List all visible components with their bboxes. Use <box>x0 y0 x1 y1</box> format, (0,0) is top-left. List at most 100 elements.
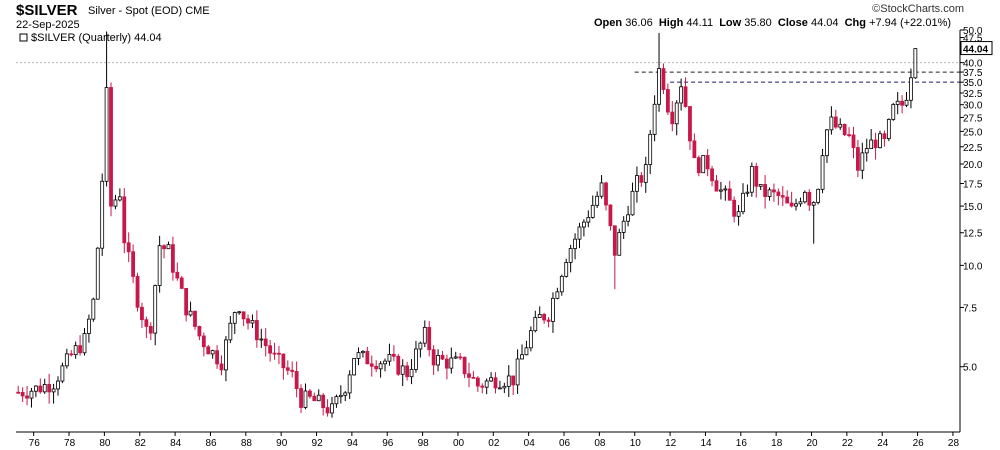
candle-body <box>38 385 43 393</box>
candle <box>498 380 502 390</box>
candle-body <box>754 165 759 187</box>
candle-body <box>546 319 551 322</box>
candle <box>467 362 471 388</box>
candle-body <box>471 376 476 379</box>
candle-body <box>683 86 688 107</box>
candle <box>564 258 569 278</box>
candle-body <box>851 134 856 148</box>
candle-body <box>325 407 330 414</box>
candle-body <box>334 396 339 405</box>
candle <box>710 165 714 187</box>
candle-body <box>440 354 445 360</box>
candle <box>246 314 250 330</box>
candle-body <box>131 251 136 277</box>
candle <box>436 349 440 372</box>
candle <box>272 342 277 360</box>
candle-body <box>520 354 524 360</box>
candle-body <box>780 195 785 198</box>
y-tick-label: 40.0 <box>963 59 983 70</box>
candle-body <box>153 285 158 334</box>
candle-body <box>674 102 679 125</box>
candle <box>60 362 65 384</box>
candle <box>489 372 493 383</box>
x-tick-label: 82 <box>135 438 147 449</box>
exchange-text: CME <box>185 5 210 17</box>
candle-body <box>299 388 303 408</box>
candle-body <box>453 356 458 359</box>
candle-body <box>294 371 299 389</box>
candle <box>705 149 710 177</box>
candle <box>882 130 887 147</box>
candle-body <box>873 139 878 149</box>
candle <box>47 373 52 404</box>
candle-body <box>648 133 653 165</box>
candle-body <box>281 353 286 369</box>
candle <box>281 353 286 380</box>
candle-body <box>869 139 874 150</box>
candle <box>383 358 387 372</box>
candle-body <box>882 133 887 140</box>
candle-body <box>206 346 211 355</box>
x-tick-label: 94 <box>347 438 359 449</box>
candle-body <box>542 313 547 321</box>
candle <box>338 385 343 404</box>
candle <box>193 310 197 330</box>
candle <box>396 353 401 376</box>
candle <box>307 389 312 399</box>
candle <box>131 244 136 284</box>
close-value: 44.04 <box>810 17 839 29</box>
candle <box>794 198 798 211</box>
candle <box>851 126 856 159</box>
candle-body <box>201 335 206 348</box>
y-tick-label: 27.5 <box>963 113 983 124</box>
candle <box>378 361 383 378</box>
candle-body <box>652 103 657 135</box>
x-tick-label: 04 <box>524 438 536 449</box>
candle <box>604 181 608 211</box>
candle-body <box>895 100 900 105</box>
candle <box>87 314 91 343</box>
candle-body <box>369 363 374 367</box>
candle-body <box>710 168 714 182</box>
candle <box>475 376 480 392</box>
candle-body <box>166 244 171 250</box>
candle <box>546 317 551 328</box>
candle-body <box>856 147 860 171</box>
candle <box>166 241 171 250</box>
candle-body <box>347 374 352 394</box>
candle-body <box>798 201 803 205</box>
candle <box>175 262 180 281</box>
symbol-description: Silver - Spot (EOD) CME <box>88 5 210 17</box>
candle-body <box>626 214 630 222</box>
candle <box>520 344 524 360</box>
candle <box>696 155 701 177</box>
y-tick-label: 35.0 <box>963 78 983 89</box>
candle-body <box>559 275 564 293</box>
candle-body <box>356 352 361 359</box>
candle <box>586 210 591 228</box>
candle <box>758 184 763 191</box>
candle <box>838 118 843 131</box>
candle-body <box>82 333 87 354</box>
candle <box>727 180 732 201</box>
candle-body <box>277 352 281 355</box>
candle-body <box>95 247 100 300</box>
candle-body <box>179 277 184 289</box>
candle <box>38 378 43 394</box>
candle <box>599 175 604 199</box>
candle-body <box>564 262 569 277</box>
candle <box>670 101 675 132</box>
candle <box>502 382 507 394</box>
candle <box>652 95 657 142</box>
x-tick-label: 24 <box>877 438 889 449</box>
candle-body <box>109 87 113 207</box>
candle <box>741 183 745 215</box>
candle <box>833 109 838 129</box>
candle-body <box>785 196 790 204</box>
candle-body <box>422 326 427 344</box>
candle <box>860 142 865 179</box>
candle-body <box>816 188 821 203</box>
candle <box>170 236 175 281</box>
y-tick-label: 22.5 <box>963 143 983 154</box>
candle <box>73 341 78 359</box>
